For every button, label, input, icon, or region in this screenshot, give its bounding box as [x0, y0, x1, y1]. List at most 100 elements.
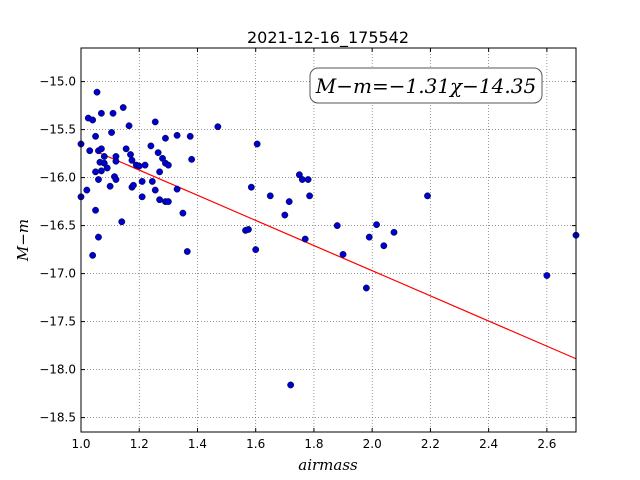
data-point: [301, 235, 309, 243]
data-point: [188, 155, 196, 163]
data-point: [266, 192, 274, 200]
data-point: [135, 162, 143, 170]
data-point: [141, 161, 149, 169]
data-point: [362, 284, 370, 292]
data-point: [97, 167, 105, 175]
y-axis-label: M−m: [14, 219, 32, 262]
y-tick-label: −17.5: [39, 315, 76, 329]
data-point: [162, 134, 169, 142]
y-tick-label: −16.0: [39, 171, 76, 185]
y-tick-label: −15.5: [39, 123, 76, 137]
data-point: [252, 246, 260, 254]
data-point: [89, 116, 97, 124]
data-point: [164, 161, 172, 169]
data-point: [186, 132, 194, 140]
data-point: [151, 118, 159, 126]
data-point: [112, 157, 120, 165]
data-point: [306, 192, 313, 200]
x-tick-label: 1.8: [304, 437, 323, 451]
y-tick-label: −18.0: [39, 363, 76, 377]
data-point: [214, 123, 222, 131]
data-point: [86, 147, 94, 155]
data-point: [543, 272, 551, 279]
data-point: [147, 142, 155, 150]
y-tick-label: −18.5: [39, 411, 76, 425]
x-tick-label: 2.2: [421, 437, 440, 451]
data-point: [424, 192, 431, 200]
data-point: [97, 145, 105, 153]
data-point: [92, 132, 99, 140]
axis-ticks: [80, 48, 576, 432]
data-point: [148, 178, 156, 185]
fit-line: [95, 150, 577, 360]
x-tick-label: 1.0: [71, 437, 90, 451]
data-point: [125, 122, 133, 130]
data-point: [118, 218, 126, 226]
data-point: [298, 176, 306, 183]
data-point: [156, 196, 164, 204]
data-point: [112, 176, 120, 183]
data-point: [339, 250, 347, 258]
x-tick-label: 2.4: [479, 437, 498, 451]
data-point: [83, 186, 91, 194]
data-point: [333, 222, 341, 230]
data-point: [128, 156, 136, 164]
x-tick-label: 2.6: [537, 437, 556, 451]
data-point: [285, 198, 293, 206]
data-point: [151, 186, 159, 194]
data-point: [281, 211, 289, 219]
data-point: [106, 182, 114, 190]
data-point: [130, 181, 137, 189]
data-point: [373, 221, 380, 229]
x-axis-label: airmass: [298, 456, 358, 474]
data-point: [245, 226, 252, 233]
data-point: [138, 193, 146, 201]
data-point: [93, 88, 101, 96]
data-point: [156, 168, 164, 176]
plot-area: [81, 48, 576, 432]
data-point: [380, 242, 388, 250]
data-point: [108, 129, 115, 136]
data-point: [365, 233, 373, 241]
data-point: [127, 151, 134, 158]
y-tick-label: −16.5: [39, 219, 76, 233]
data-point: [103, 164, 111, 172]
data-point: [390, 228, 398, 236]
data-point: [164, 198, 172, 206]
data-point: [97, 109, 105, 117]
annotation-frame: [309, 67, 543, 104]
data-point: [179, 209, 187, 217]
x-tick-label: 1.4: [188, 437, 207, 451]
x-tick-labels: 1.0 1.2 1.4 1.6 1.8 2.0 2.2 2.4 2.6: [71, 437, 556, 451]
data-point: [253, 140, 261, 148]
data-point: [287, 381, 295, 389]
data-point: [247, 183, 255, 191]
y-tick-label: −15.0: [39, 75, 76, 89]
data-points: [77, 88, 580, 389]
data-point: [183, 248, 191, 255]
data-point: [109, 109, 117, 117]
x-tick-label: 1.6: [246, 437, 265, 451]
data-point: [119, 104, 127, 111]
fit-equation: M−m=−1.31χ−14.35: [315, 74, 536, 98]
data-point: [173, 131, 181, 139]
x-tick-label: 2.0: [363, 437, 382, 451]
data-point: [154, 149, 162, 157]
data-point: [100, 153, 108, 160]
fit-equation-box: M−m=−1.31χ−14.35: [309, 67, 543, 104]
data-point: [95, 176, 102, 183]
data-point: [95, 233, 102, 241]
fit-line-group: [95, 150, 577, 360]
data-point: [138, 178, 146, 185]
data-point: [173, 185, 181, 193]
y-tick-labels: −15.0 −15.5 −16.0 −16.5 −17.0 −17.5 −18.0 −18.5: [39, 75, 76, 425]
data-point: [122, 145, 130, 153]
x-tick-label: 1.2: [130, 437, 149, 451]
data-point: [304, 176, 312, 183]
data-point: [92, 206, 99, 214]
chart-title: 2021-12-16_175542: [247, 28, 409, 48]
data-point: [89, 251, 97, 259]
plot-frame: [80, 47, 577, 433]
data-point: [92, 168, 99, 176]
